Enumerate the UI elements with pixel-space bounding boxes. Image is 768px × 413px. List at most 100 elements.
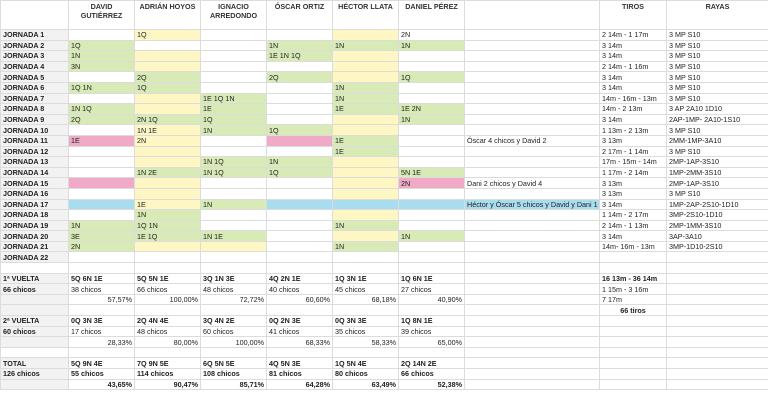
player-cell[interactable]: 1Q xyxy=(266,124,333,136)
summary-pct[interactable]: 60,60% xyxy=(266,293,333,306)
note-cell[interactable] xyxy=(464,81,600,94)
empty-cell[interactable] xyxy=(0,336,69,348)
note-cell[interactable] xyxy=(464,156,600,168)
rayas-cell[interactable]: 3 MP S10 xyxy=(666,71,768,83)
summary-pct[interactable]: 57,57% xyxy=(68,293,135,306)
tiros-cell[interactable]: 3 14m xyxy=(599,71,667,83)
tiros-cell[interactable]: 14m- 16m - 13m xyxy=(599,240,667,253)
player-cell[interactable] xyxy=(266,230,333,242)
player-cell[interactable]: 2N xyxy=(398,177,465,189)
empty-cell[interactable] xyxy=(599,315,667,327)
player-cell[interactable] xyxy=(200,187,267,200)
note-cell[interactable] xyxy=(464,145,600,158)
note-cell[interactable] xyxy=(464,124,600,136)
player-cell[interactable]: 1N 2E xyxy=(134,166,201,179)
empty-cell[interactable] xyxy=(666,378,768,391)
player-cell[interactable]: 1N xyxy=(200,124,267,136)
rayas-cell[interactable]: 1MP-2MM-3S10 xyxy=(666,166,768,179)
player-cell[interactable]: 2Q xyxy=(134,71,201,83)
player-cell[interactable]: 2N 1Q xyxy=(134,113,201,126)
player-cell[interactable] xyxy=(332,177,399,189)
player-cell[interactable]: 1Q xyxy=(266,166,333,179)
summary-chicos[interactable]: 41 chicos xyxy=(266,325,333,338)
player-cell[interactable] xyxy=(332,71,399,83)
player-cell[interactable]: 2Q xyxy=(266,71,333,83)
empty-cell[interactable] xyxy=(464,304,600,317)
summary-title[interactable]: 1ª VUELTA xyxy=(0,272,69,285)
jornada-label[interactable]: JORNADA 13 xyxy=(0,156,69,168)
empty-cell[interactable] xyxy=(666,262,768,274)
player-cell[interactable] xyxy=(200,50,267,62)
rayas-cell[interactable]: 2MM-1MP-3A10 xyxy=(666,134,768,147)
summary-count[interactable]: 60 chicos xyxy=(0,325,69,338)
player-cell[interactable] xyxy=(332,198,399,211)
player-cell[interactable] xyxy=(398,81,465,94)
summary-code[interactable]: 0Q 3N 3E xyxy=(332,315,399,327)
empty-cell[interactable] xyxy=(0,304,69,317)
rayas-cell[interactable]: 1MP-2AP-2S10-1D10 xyxy=(666,198,768,211)
player-cell[interactable] xyxy=(68,198,135,211)
player-cell[interactable]: 1E 1Q 1N xyxy=(200,92,267,105)
player-cell[interactable]: 1Q xyxy=(134,29,201,41)
summary-code[interactable]: 3Q 4N 2E xyxy=(200,315,267,327)
player-cell[interactable] xyxy=(266,251,333,264)
player-cell[interactable]: 2N xyxy=(68,240,135,253)
jornada-label[interactable]: JORNADA 16 xyxy=(0,187,69,200)
player-cell[interactable] xyxy=(332,166,399,179)
jornada-label[interactable]: JORNADA 10 xyxy=(0,124,69,136)
empty-cell[interactable] xyxy=(464,368,600,380)
player-cell[interactable] xyxy=(200,134,267,147)
empty-cell[interactable] xyxy=(134,262,201,274)
note-cell[interactable]: Óscar 4 chicos y David 2 xyxy=(464,134,600,147)
empty-cell[interactable] xyxy=(332,304,399,317)
player-cell[interactable]: 1N xyxy=(200,198,267,211)
summary-chicos[interactable]: 27 chicos xyxy=(398,283,465,295)
player-cell[interactable]: 1Q 1N xyxy=(68,81,135,94)
rayas-cell[interactable]: 3AP-3A10 xyxy=(666,230,768,242)
player-cell[interactable] xyxy=(332,113,399,126)
summary-chicos[interactable]: 40 chicos xyxy=(266,283,333,295)
player-cell[interactable] xyxy=(134,251,201,264)
note-cell[interactable] xyxy=(464,113,600,126)
tiros-cell[interactable]: 14m - 2 13m xyxy=(599,103,667,115)
tiros-cell[interactable]: 1 17m - 2 14m xyxy=(599,166,667,179)
summary-code[interactable]: 2Q 14N 2E xyxy=(398,357,465,369)
player-cell[interactable] xyxy=(332,187,399,200)
rayas-cell[interactable]: 3 MP S10 xyxy=(666,29,768,41)
rayas-cell[interactable]: 2AP-1MP- 2A10-1S10 xyxy=(666,113,768,126)
empty-cell[interactable] xyxy=(599,336,667,348)
tiros-cell[interactable]: 2 17m - 1 14m xyxy=(599,145,667,158)
player-cell[interactable] xyxy=(266,240,333,253)
jornada-label[interactable]: JORNADA 15 xyxy=(0,177,69,189)
player-cell[interactable] xyxy=(398,124,465,136)
player-cell[interactable]: 1E xyxy=(332,103,399,115)
player-cell[interactable]: 2N xyxy=(398,29,465,41)
player-cell[interactable]: 1N xyxy=(332,39,399,52)
empty-cell[interactable] xyxy=(398,346,465,359)
summary-pct[interactable]: 64,28% xyxy=(266,378,333,391)
player-cell[interactable]: 1N xyxy=(398,113,465,126)
player-cell[interactable] xyxy=(134,187,201,200)
player-cell[interactable] xyxy=(332,230,399,242)
summary-chicos[interactable]: 66 chicos xyxy=(134,283,201,295)
header-cell[interactable]: IGNACIO ARREDONDO xyxy=(200,0,267,30)
tiros-cell[interactable]: 2 14m - 1 13m xyxy=(599,219,667,232)
player-cell[interactable] xyxy=(332,251,399,264)
jornada-label[interactable]: JORNADA 8 xyxy=(0,103,69,115)
empty-cell[interactable] xyxy=(599,262,667,274)
empty-cell[interactable] xyxy=(266,262,333,274)
rayas-cell[interactable] xyxy=(666,251,768,264)
note-cell[interactable] xyxy=(464,71,600,83)
player-cell[interactable] xyxy=(398,251,465,264)
empty-cell[interactable] xyxy=(200,346,267,359)
empty-cell[interactable] xyxy=(599,378,667,391)
tiros-cell[interactable]: 17m - 15m - 14m xyxy=(599,156,667,168)
empty-cell[interactable] xyxy=(398,304,465,317)
tiros-cell[interactable]: 3 14m xyxy=(599,81,667,94)
summary-pct[interactable]: 40,90% xyxy=(398,293,465,306)
rayas-cell[interactable]: 3 AP 2A10 1D10 xyxy=(666,103,768,115)
summary-chicos[interactable]: 66 chicos xyxy=(398,368,465,380)
note-cell[interactable] xyxy=(464,230,600,242)
empty-cell[interactable] xyxy=(599,346,667,359)
header-cell[interactable]: DAVID GUTIÉRREZ xyxy=(68,0,135,30)
